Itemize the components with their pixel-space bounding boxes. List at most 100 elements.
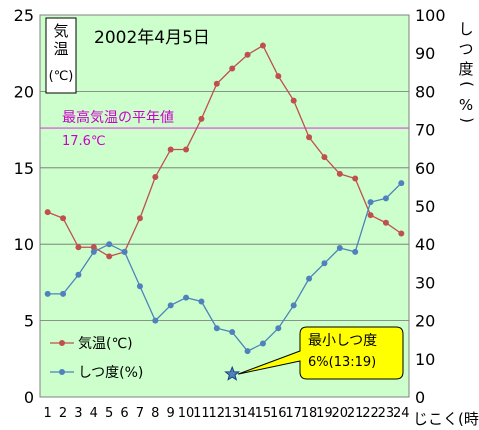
series-point-0 bbox=[152, 173, 159, 180]
y-right-tick-label: 30 bbox=[415, 273, 435, 292]
series-point-1 bbox=[183, 294, 190, 301]
callout-line2: 6%(13:19) bbox=[308, 355, 376, 370]
series-point-0 bbox=[44, 209, 51, 216]
series-point-1 bbox=[244, 348, 251, 355]
series-point-1 bbox=[213, 325, 220, 332]
plot-border bbox=[39, 14, 410, 398]
series-point-0 bbox=[382, 219, 389, 226]
y-right-label-char: 度 bbox=[458, 60, 473, 78]
legend-label-temperature: 気温(℃) bbox=[78, 336, 133, 352]
series-point-1 bbox=[367, 199, 374, 206]
x-tick-label: 5 bbox=[105, 406, 113, 421]
x-tick-label: 20 bbox=[332, 406, 349, 421]
y-right-tick-label: 70 bbox=[415, 121, 435, 140]
x-tick-label: 18 bbox=[301, 406, 318, 421]
x-tick-label: 7 bbox=[136, 406, 144, 421]
series-point-0 bbox=[352, 175, 359, 182]
series-point-1 bbox=[259, 340, 266, 347]
series-point-0 bbox=[321, 154, 328, 161]
series-point-1 bbox=[198, 298, 205, 305]
min-humidity-annotation: 最小しつ度 6%(13:19) bbox=[224, 326, 404, 381]
series-point-1 bbox=[106, 241, 113, 248]
y-right-tick-label: 100 bbox=[415, 6, 446, 25]
series-point-1 bbox=[382, 195, 389, 202]
series-point-0 bbox=[259, 42, 266, 49]
x-axis-label: じこく(時) bbox=[413, 410, 479, 428]
series-point-0 bbox=[336, 170, 343, 177]
series-point-0 bbox=[398, 230, 405, 237]
series-point-1 bbox=[167, 302, 174, 309]
legend-marker-temperature bbox=[59, 340, 65, 346]
y-left-label-char: 気 bbox=[53, 22, 68, 40]
series-point-1 bbox=[44, 290, 51, 297]
series-point-0 bbox=[183, 146, 190, 153]
y-left-axis-label: 気温 (℃) bbox=[49, 22, 74, 84]
x-tick-label: 2 bbox=[59, 406, 67, 421]
x-tick-label: 24 bbox=[393, 406, 410, 421]
series-point-0 bbox=[60, 215, 67, 222]
y-right-label-char: ( bbox=[458, 81, 476, 87]
x-tick-label: 21 bbox=[347, 406, 364, 421]
y-right-label-char: つ bbox=[458, 40, 473, 58]
series-point-1 bbox=[90, 248, 97, 255]
y-left-tick-label: 5 bbox=[24, 312, 34, 331]
y-right-label-char: し bbox=[458, 20, 473, 38]
series-point-0 bbox=[213, 80, 220, 87]
series-point-1 bbox=[352, 248, 359, 255]
y-left-tick-label: 20 bbox=[14, 82, 34, 101]
series-point-1 bbox=[121, 248, 128, 255]
y-right-label-char: % bbox=[459, 96, 473, 114]
y-right-tick-label: 10 bbox=[415, 350, 435, 369]
x-tick-label: 22 bbox=[362, 406, 379, 421]
min-humidity-star-icon bbox=[224, 365, 241, 381]
x-tick-label: 1 bbox=[44, 406, 52, 421]
y-left-tick-label: 10 bbox=[14, 235, 34, 254]
y-right-tick-label: 20 bbox=[415, 312, 435, 331]
series-point-1 bbox=[290, 302, 297, 309]
legend: 気温(℃) しつ度(%) bbox=[50, 336, 143, 381]
y-left-ticks: 0 5 10 15 20 25 bbox=[14, 6, 34, 407]
y-right-tick-label: 60 bbox=[415, 159, 435, 178]
series-point-0 bbox=[229, 65, 236, 72]
y-right-axis-label: しつ度 (%) bbox=[458, 20, 476, 123]
legend-label-humidity: しつ度(%) bbox=[78, 365, 143, 381]
series-point-0 bbox=[90, 244, 97, 251]
series-point-0 bbox=[198, 115, 205, 122]
y-right-tick-label: 90 bbox=[415, 44, 435, 63]
series-point-1 bbox=[60, 290, 67, 297]
series-point-0 bbox=[275, 73, 282, 80]
reference-line-label: 最高気温の平年値 bbox=[62, 109, 174, 126]
series-point-0 bbox=[75, 244, 82, 251]
y-right-tick-label: 0 bbox=[415, 388, 425, 407]
y-left-tick-label: 0 bbox=[24, 388, 34, 407]
x-tick-label: 8 bbox=[151, 406, 159, 421]
x-tick-label: 16 bbox=[270, 406, 287, 421]
x-tick-label: 12 bbox=[209, 406, 226, 421]
series-point-0 bbox=[290, 97, 297, 104]
y-right-tick-label: 80 bbox=[415, 82, 435, 101]
y-right-tick-label: 40 bbox=[415, 235, 435, 254]
x-tick-label: 17 bbox=[285, 406, 302, 421]
gridlines bbox=[40, 91, 409, 322]
x-tick-label: 19 bbox=[316, 406, 333, 421]
y-right-label-char: ) bbox=[458, 117, 476, 123]
x-tick-label: 11 bbox=[193, 406, 210, 421]
y-right-tick-label: 50 bbox=[415, 197, 435, 216]
series-point-1 bbox=[321, 260, 328, 267]
x-tick-label: 10 bbox=[178, 406, 195, 421]
reference-line-value: 17.6℃ bbox=[62, 134, 106, 149]
y-left-label-char: (℃) bbox=[49, 69, 74, 84]
series-point-1 bbox=[306, 275, 313, 282]
x-tick-label: 14 bbox=[239, 406, 256, 421]
series-point-0 bbox=[106, 253, 113, 260]
series-point-1 bbox=[229, 329, 236, 336]
series-point-0 bbox=[306, 134, 313, 141]
series-point-0 bbox=[244, 51, 251, 58]
series-point-1 bbox=[275, 325, 282, 332]
series-point-0 bbox=[367, 212, 374, 219]
series-point-1 bbox=[336, 245, 343, 252]
callout-line1: 最小しつ度 bbox=[308, 333, 377, 349]
x-tick-label: 4 bbox=[90, 406, 98, 421]
